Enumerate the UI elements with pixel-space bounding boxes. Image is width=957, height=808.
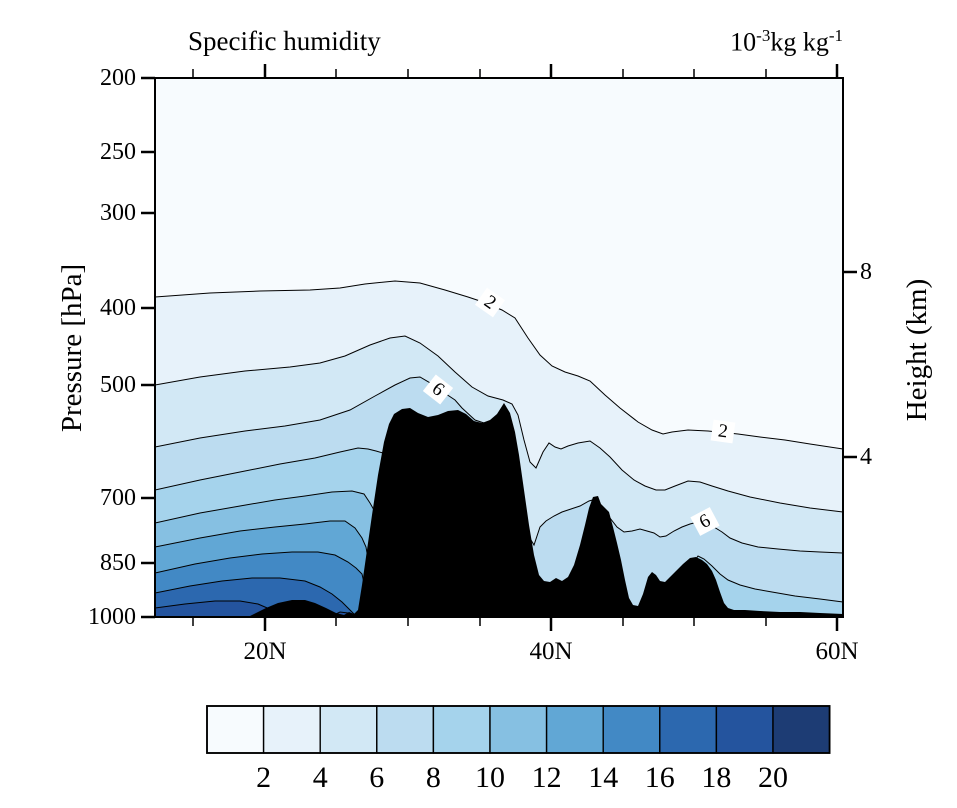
colorbar-cell	[545, 705, 604, 754]
colorbar-frame	[206, 705, 831, 754]
band-ge-16	[155, 578, 843, 617]
colorbar-cell	[262, 705, 321, 754]
colorbar-cell	[432, 705, 491, 754]
contour-line-4	[155, 335, 843, 513]
colorbar-cell	[772, 705, 831, 754]
colorbar-cell	[489, 705, 548, 754]
terrain-silhouette	[248, 403, 843, 617]
colorbar-cell	[206, 705, 265, 754]
colorbar-cell	[602, 705, 661, 754]
plot-frame	[154, 77, 844, 618]
colorbar-cell	[659, 705, 718, 754]
band-ge-18	[155, 601, 843, 617]
colorbar-cell	[715, 705, 774, 754]
contour-field	[155, 78, 843, 617]
colorbar-cell	[376, 705, 435, 754]
colorbar-cell	[319, 705, 378, 754]
contour-line-2	[155, 280, 843, 450]
